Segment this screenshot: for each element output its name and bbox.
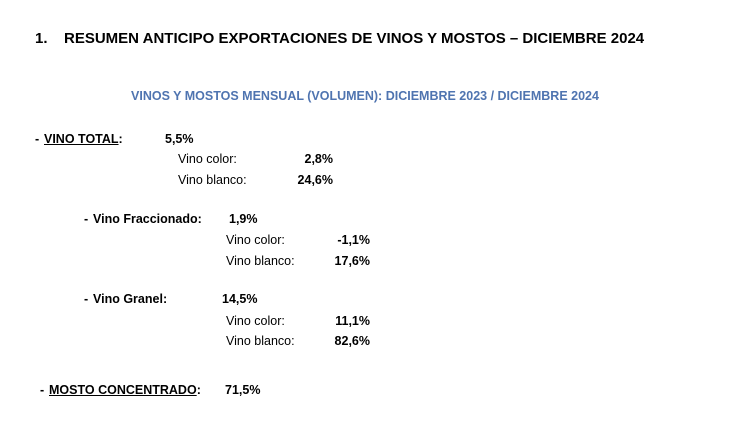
section-suffix: : [118,132,123,146]
section-suffix: : [197,212,202,226]
section-suffix: : [162,292,168,306]
section-label: Vino Granel [93,292,163,306]
section-marker: - [84,212,89,226]
section-number: 1. [35,30,48,47]
section-suffix: : [196,383,201,397]
section-label: MOSTO CONCENTRADO [49,383,197,397]
item-value: -1,1% [337,233,370,247]
section-value: 71,5% [225,383,261,397]
section-marker: - [40,383,45,397]
section-value: 5,5% [165,132,194,146]
item-value: 2,8% [304,152,334,166]
section-value: 14,5% [222,292,258,306]
page-title: RESUMEN ANTICIPO EXPORTACIONES DE VINOS … [64,30,645,47]
item-label: Vino color: [178,152,237,166]
item-label: Vino blanco: [226,334,295,348]
section-marker: - [35,132,40,146]
section-marker: - [84,292,89,306]
section-value: 1,9% [229,212,258,226]
section-label: Vino Fraccionado [93,212,198,226]
item-value: 17,6% [334,254,370,268]
item-label: Vino blanco: [226,254,295,268]
item-label: Vino color: [226,314,285,328]
item-label: Vino color: [226,233,285,247]
item-label: Vino blanco: [178,173,247,187]
item-value: 11,1% [335,314,370,328]
item-value: 24,6% [297,173,333,187]
subtitle: VINOS Y MOSTOS MENSUAL (VOLUMEN): DICIEM… [131,89,599,103]
section-label: VINO TOTAL [44,132,119,146]
item-value: 82,6% [334,334,370,348]
